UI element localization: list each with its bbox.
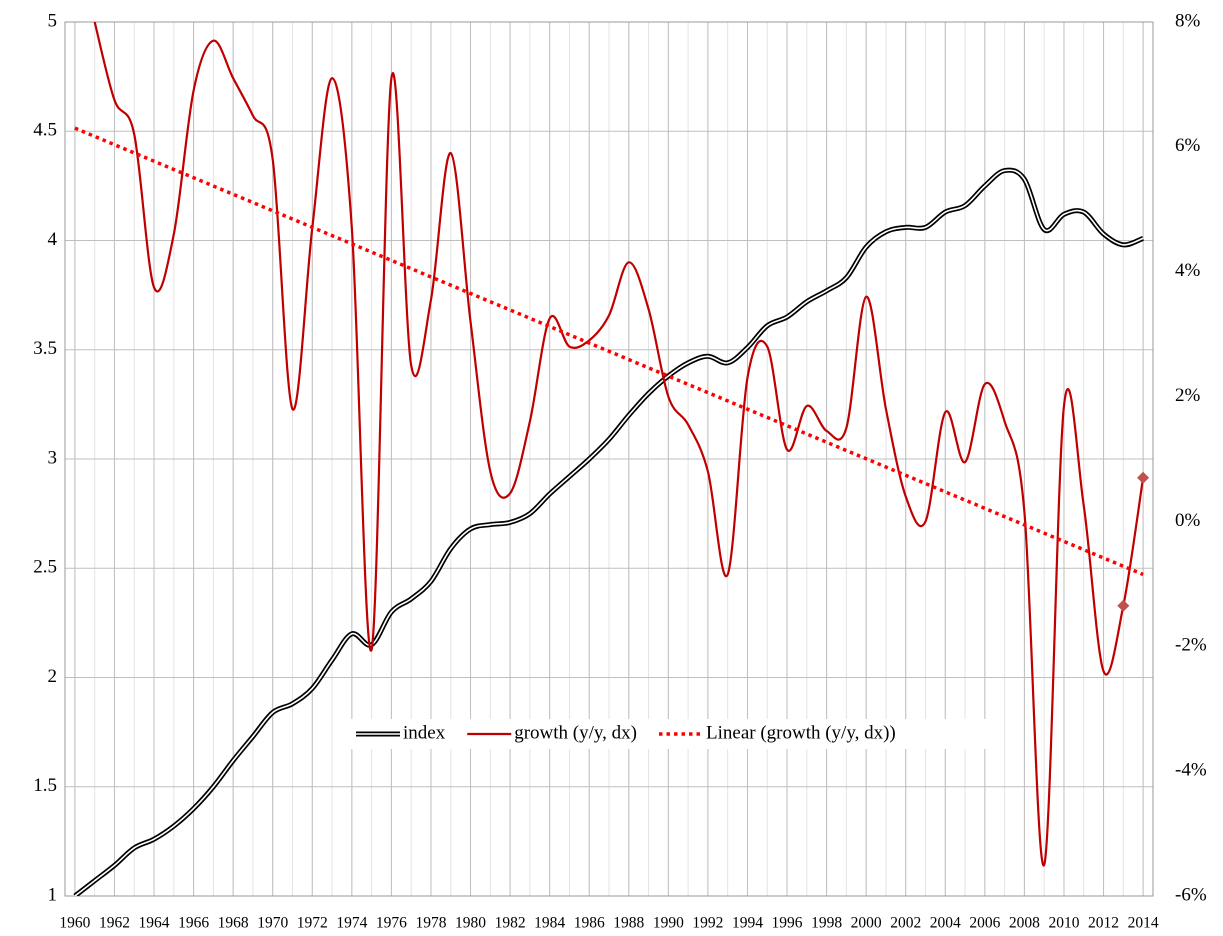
x-tick-label: 1986 bbox=[574, 915, 605, 932]
x-tick-label: 1992 bbox=[692, 915, 723, 932]
x-tick-label: 1966 bbox=[178, 915, 209, 932]
y-tick-label: 5 bbox=[48, 10, 58, 31]
x-tick-label: 1994 bbox=[732, 915, 763, 932]
y-tick-label: 2 bbox=[48, 666, 58, 687]
y2-tick-label: 8% bbox=[1175, 10, 1201, 31]
y2-tick-label: 0% bbox=[1175, 510, 1201, 531]
y2-tick-label: -6% bbox=[1175, 884, 1207, 905]
legend-label: growth (y/y, dx) bbox=[514, 722, 637, 743]
point-marker bbox=[1117, 599, 1130, 612]
x-tick-label: 2014 bbox=[1128, 915, 1159, 932]
x-tick-label: 2008 bbox=[1009, 915, 1040, 932]
y-tick-label: 1 bbox=[48, 884, 58, 905]
plot-frame bbox=[64, 21, 1154, 897]
x-tick-label: 1968 bbox=[218, 915, 249, 932]
legend: index growth (y/y, dx) Linear (growth (y/y… bbox=[350, 719, 995, 749]
y-tick-label: 4 bbox=[48, 229, 58, 250]
x-tick-label: 1988 bbox=[613, 915, 644, 932]
x-tick-label: 1970 bbox=[257, 915, 288, 932]
y-tick-label: 2.5 bbox=[33, 557, 57, 578]
x-tick-label: 1996 bbox=[772, 915, 803, 932]
legend-label: Linear (growth (y/y, dx)) bbox=[706, 722, 896, 743]
x-tick-label: 2012 bbox=[1088, 915, 1119, 932]
x-tick-label: 1972 bbox=[297, 915, 328, 932]
x-tick-label: 2002 bbox=[890, 915, 921, 932]
y-tick-label: 4.5 bbox=[33, 120, 57, 141]
x-tick-label: 1984 bbox=[534, 915, 565, 932]
y2-tick-label: 2% bbox=[1175, 385, 1201, 406]
x-tick-label: 1974 bbox=[336, 915, 367, 932]
x-tick-label: 1998 bbox=[811, 915, 842, 932]
legend-label: index bbox=[403, 722, 446, 743]
y-tick-label: 3.5 bbox=[33, 338, 57, 359]
x-tick-label: 2006 bbox=[969, 915, 1000, 932]
x-tick-label: 1976 bbox=[376, 915, 407, 932]
y2-tick-label: -2% bbox=[1175, 635, 1207, 656]
trend-line bbox=[74, 126, 1144, 577]
x-tick-label: 2010 bbox=[1048, 915, 1079, 932]
x-tick-label: 1980 bbox=[455, 915, 486, 932]
x-tick-label: 2000 bbox=[851, 915, 882, 932]
x-tick-label: 1978 bbox=[415, 915, 446, 932]
x-tick-label: 1990 bbox=[653, 915, 684, 932]
y2-tick-label: 4% bbox=[1175, 260, 1201, 281]
x-tick-label: 1982 bbox=[495, 915, 526, 932]
series-line-inner bbox=[74, 169, 1144, 896]
x-tick-label: 1964 bbox=[139, 915, 170, 932]
y-tick-label: 3 bbox=[48, 447, 58, 468]
point-marker bbox=[1137, 471, 1150, 484]
legend-bg bbox=[350, 719, 995, 749]
y2-tick-label: 6% bbox=[1175, 135, 1201, 156]
x-tick-label: 1962 bbox=[99, 915, 130, 932]
y-tick-label: 1.5 bbox=[33, 775, 57, 796]
y2-tick-label: -4% bbox=[1175, 760, 1207, 781]
series-line bbox=[93, 22, 1145, 867]
plot-area bbox=[73, 22, 1150, 896]
x-tick-label: 1960 bbox=[59, 915, 90, 932]
x-tick-label: 2004 bbox=[930, 915, 961, 932]
